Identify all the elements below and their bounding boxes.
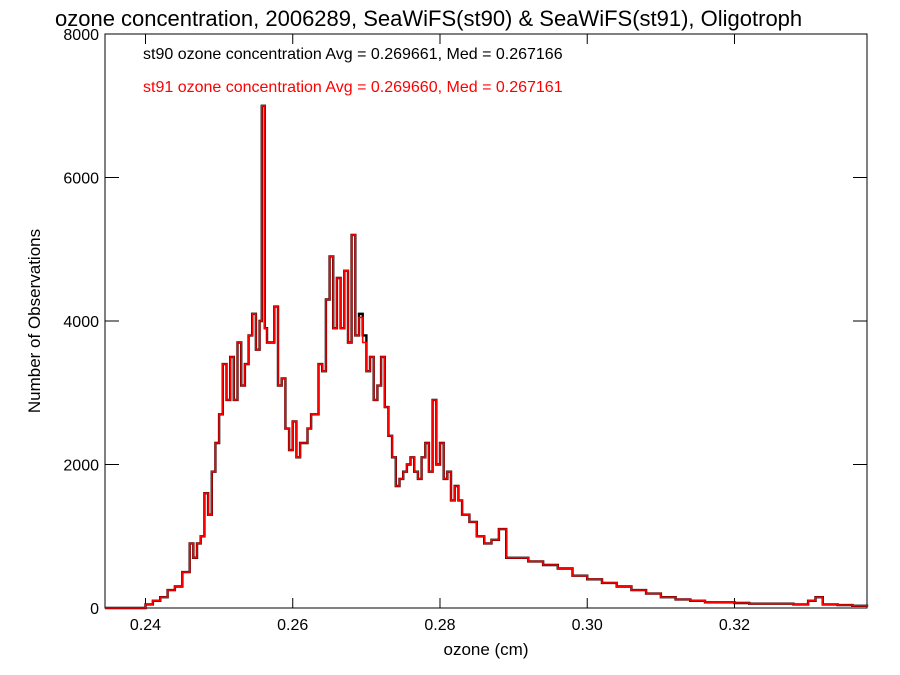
series-line-st90: [105, 104, 869, 610]
x-axis: 0.24 0.26 0.28 0.30 0.32: [130, 34, 750, 634]
series-line-st91: [105, 105, 868, 609]
x-tick-label: 0.28: [424, 617, 455, 634]
x-tick-label: 0.30: [572, 617, 603, 634]
y-tick-label: 2000: [63, 458, 99, 475]
x-tick-label: 0.26: [277, 617, 308, 634]
plot-frame: [104, 33, 868, 609]
y-tick-label: 4000: [63, 314, 99, 331]
series-layer: [105, 104, 869, 610]
y-tick-label: 8000: [63, 27, 99, 44]
chart-title: ozone concentration, 2006289, SeaWiFS(st…: [55, 6, 802, 31]
y-axis-label: Number of Observations: [25, 229, 44, 413]
y-tick-label: 6000: [63, 171, 99, 188]
x-axis-label: ozone (cm): [443, 640, 528, 659]
legend-entry-st90: st90 ozone concentration Avg = 0.269661,…: [143, 46, 563, 63]
y-axis: 0 2000 4000 6000 8000: [63, 27, 867, 618]
x-tick-label: 0.32: [719, 617, 750, 634]
legend-entry-st91: st91 ozone concentration Avg = 0.269660,…: [143, 79, 563, 96]
y-tick-label: 0: [90, 601, 99, 618]
x-tick-label: 0.24: [130, 617, 161, 634]
